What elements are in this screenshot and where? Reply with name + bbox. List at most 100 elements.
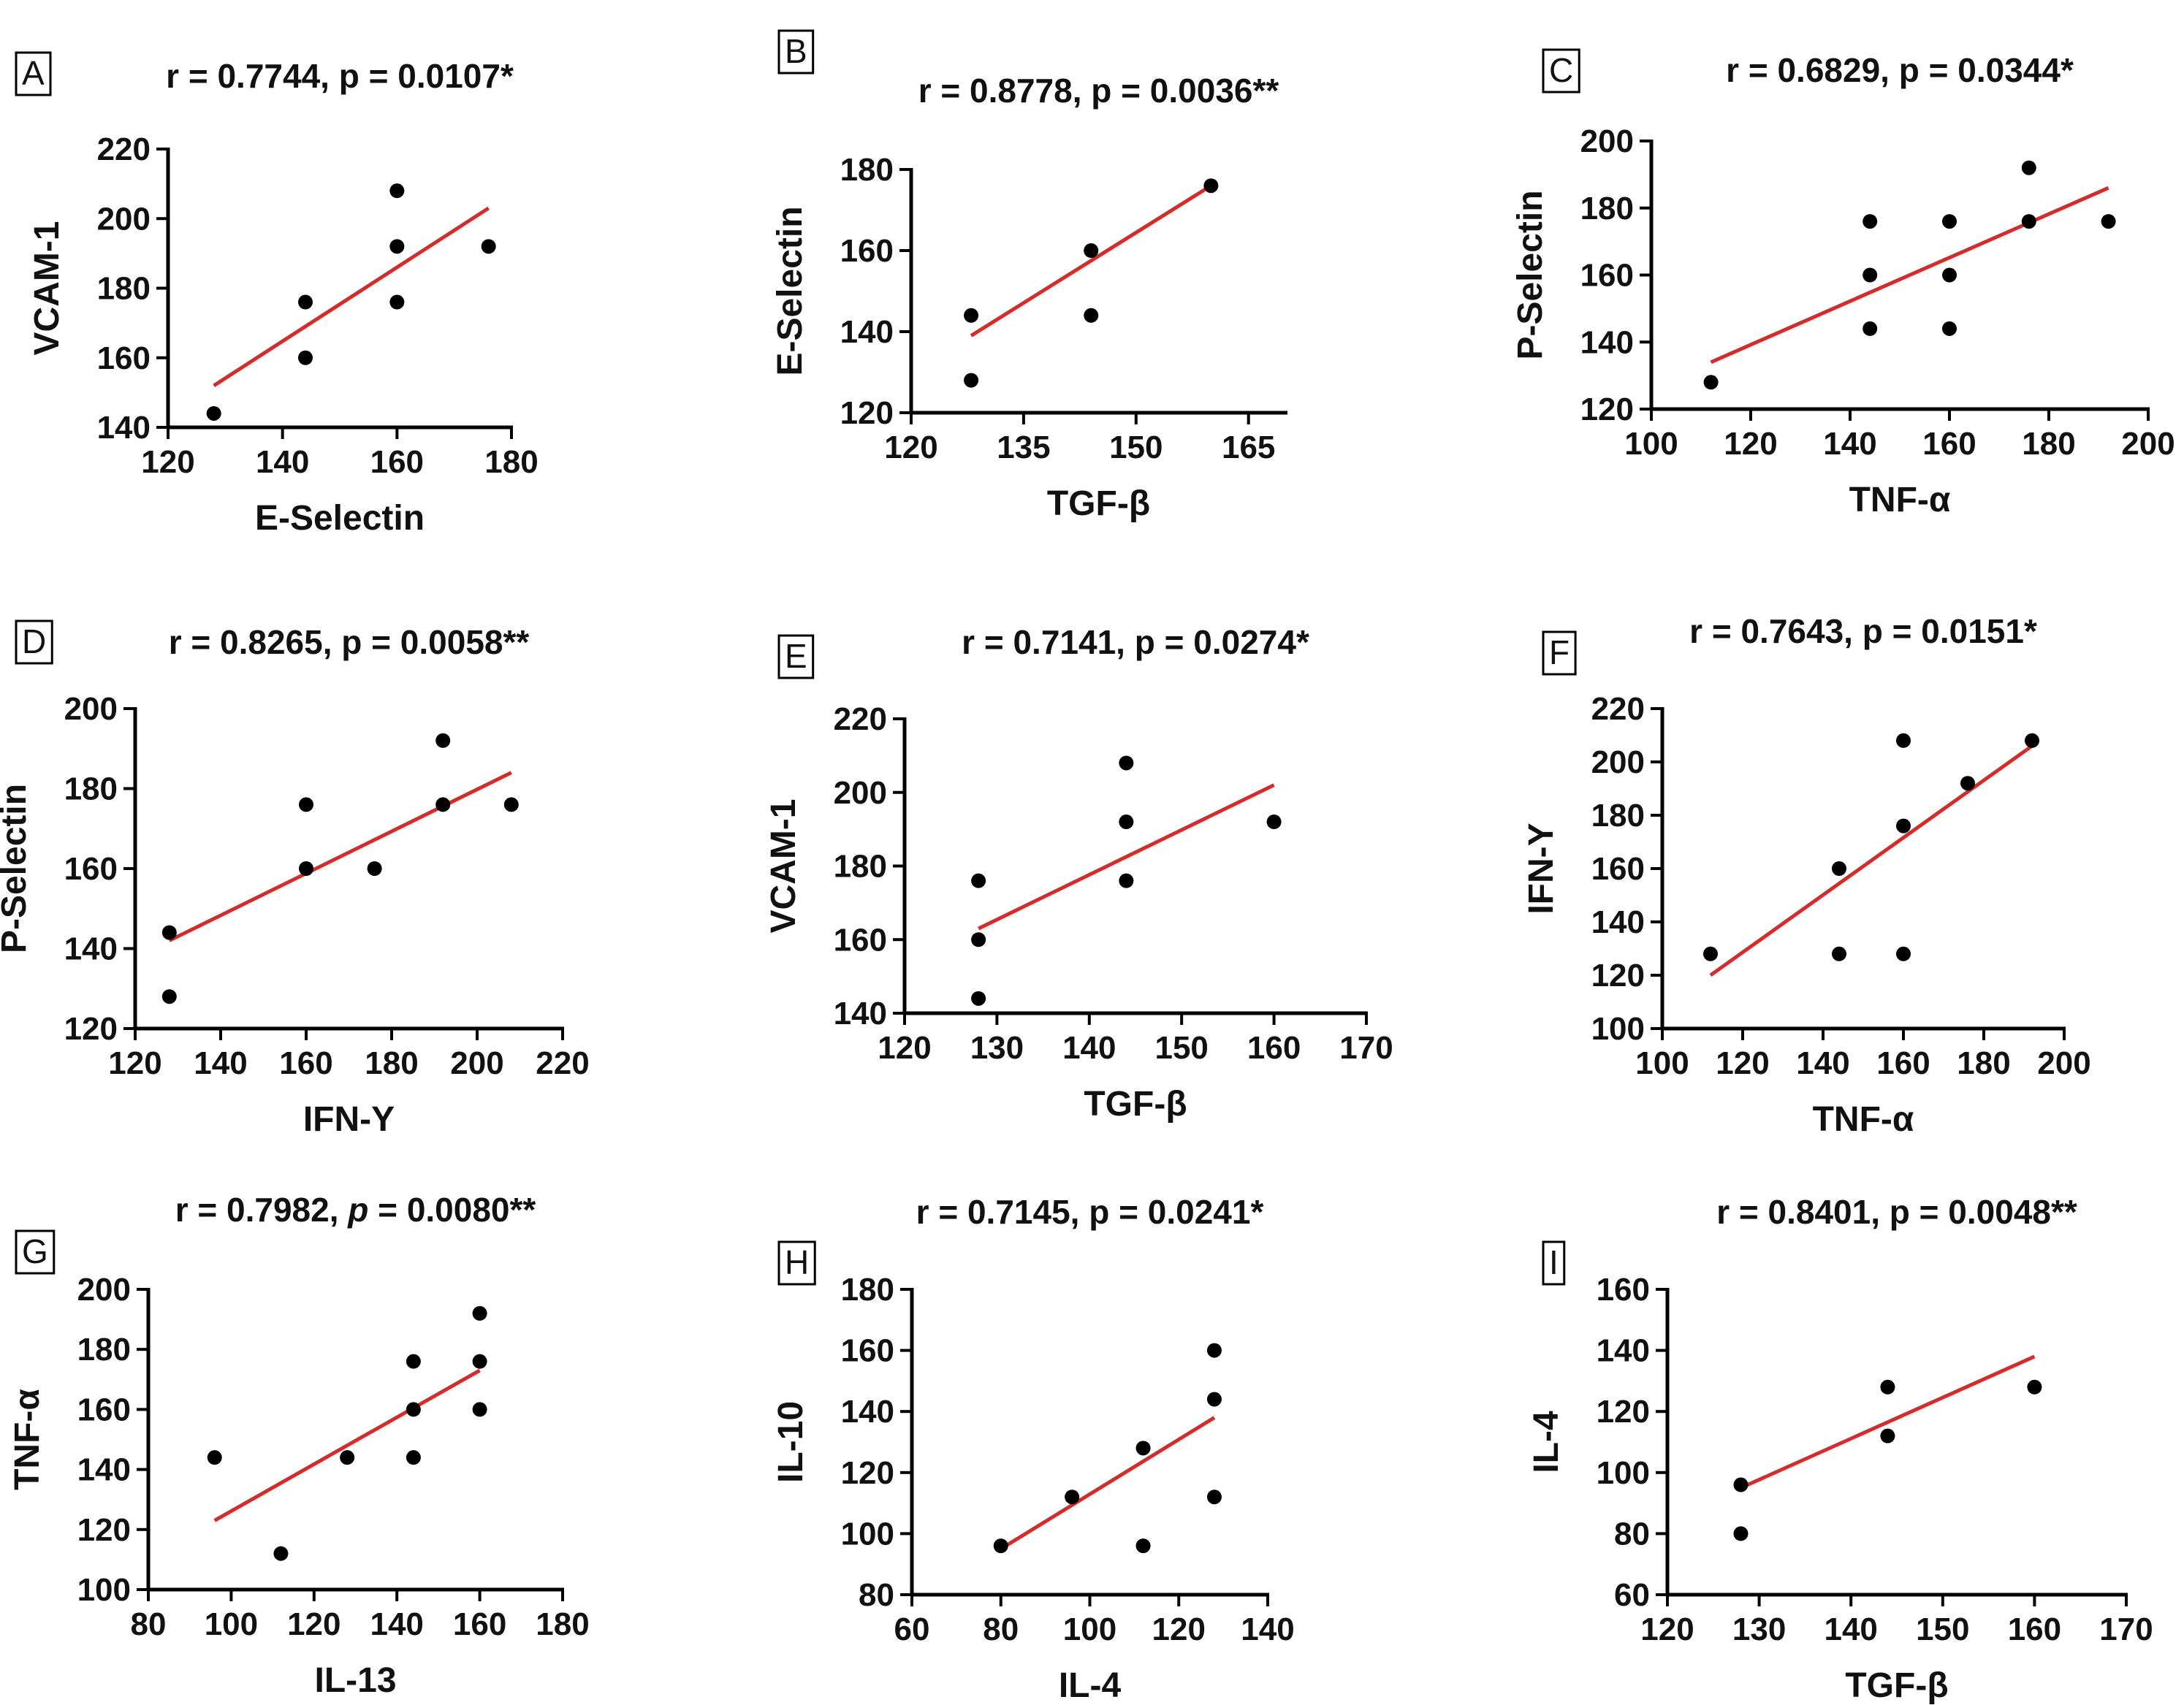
y-tick-label: 160 (1597, 1272, 1650, 1308)
y-tick-label: 200 (77, 1272, 131, 1308)
y-axis-label: VCAM-1 (28, 221, 66, 355)
data-point (1206, 1343, 1222, 1358)
panel-letter-box (1542, 1240, 1566, 1286)
y-tick-label: 160 (77, 1392, 131, 1427)
regression-line (168, 771, 512, 942)
data-point (1733, 1477, 1749, 1492)
x-tick-label: 120 (287, 1606, 340, 1642)
x-tick-label: 200 (2037, 1045, 2090, 1081)
data-point (367, 861, 382, 876)
data-point (1960, 776, 1975, 791)
x-tick-label: 140 (256, 444, 309, 480)
y-tick-label: 140 (1597, 1333, 1650, 1369)
panel-b: Br = 0.8778, p = 0.0036** 120 135 150 165 120… (771, 29, 1287, 523)
data-point (993, 1538, 1008, 1554)
data-point (1084, 308, 1099, 323)
panel-f: Fr = 0.7643, p = 0.0151* 100 120 140 160 180 2… (1522, 612, 2091, 1139)
x-tick-label: 130 (970, 1030, 1024, 1066)
y-tick-label: 180 (97, 271, 151, 307)
x-tick-label: 160 (453, 1606, 506, 1642)
x-tick-label: 60 (894, 1611, 930, 1647)
panel-letter: D (22, 622, 46, 660)
y-tick-label: 100 (77, 1572, 131, 1608)
y-tick-label: 140 (77, 1452, 131, 1488)
x-tick-label: 160 (1922, 426, 1976, 462)
x-tick-label: 150 (1916, 1611, 1969, 1647)
x-tick-label: 130 (1732, 1611, 1786, 1647)
y-tick-label: 140 (840, 314, 894, 350)
data-point (2021, 160, 2036, 175)
x-axis-label: TGF-β (1047, 484, 1150, 523)
data-point (503, 797, 519, 812)
data-point (1703, 946, 1718, 961)
data-point (1942, 321, 1957, 336)
x-axis-label: IL-13 (314, 1661, 396, 1700)
x-tick-label: 80 (983, 1611, 1019, 1647)
y-tick-label: 220 (1591, 691, 1645, 727)
y-tick-label: 80 (859, 1577, 894, 1613)
y-tick-label: 160 (97, 340, 151, 376)
panel-letter: B (785, 32, 807, 70)
y-tick-label: 140 (841, 1394, 894, 1430)
data-point (1119, 755, 1134, 771)
stat-title: r = 0.7141, p = 0.0274* (962, 623, 1309, 661)
x-tick-label: 100 (205, 1606, 258, 1642)
data-point (1880, 1428, 1895, 1443)
data-point (299, 861, 313, 876)
x-tick-label: 120 (141, 444, 194, 480)
y-tick-label: 160 (841, 1333, 894, 1369)
stat-title: r = 0.6829, p = 0.0344* (1726, 51, 2074, 89)
stat-title: r = 0.8401, p = 0.0048** (1716, 1193, 2077, 1231)
data-point (1135, 1538, 1151, 1554)
data-point (389, 294, 405, 310)
y-tick-label: 120 (841, 1455, 894, 1491)
y-axis-label: VCAM-1 (764, 798, 803, 933)
y-tick-label: 180 (1591, 798, 1645, 834)
panel-letter-box (777, 1240, 816, 1286)
y-axis-label: IL-10 (772, 1401, 810, 1483)
x-tick-label: 160 (1876, 1045, 1930, 1081)
y-tick-label: 180 (841, 1272, 894, 1308)
x-tick-label: 165 (1222, 430, 1275, 465)
x-axis-label: IFN-Y (303, 1100, 395, 1139)
y-tick-label: 120 (840, 395, 894, 431)
y-tick-label: 100 (1591, 1011, 1645, 1047)
data-point (299, 797, 313, 812)
x-tick-label: 180 (365, 1045, 418, 1081)
y-tick-label: 220 (97, 131, 151, 167)
regression-line (213, 1368, 481, 1522)
data-point (298, 294, 313, 310)
x-tick-label: 170 (1339, 1030, 1393, 1066)
data-point (1206, 1490, 1222, 1505)
data-point (1703, 375, 1719, 390)
y-tick-label: 140 (1591, 904, 1645, 940)
data-point (472, 1305, 487, 1321)
data-point (964, 308, 979, 323)
y-tick-label: 120 (1580, 392, 1634, 427)
x-axis-label: TGF-β (1845, 1666, 1948, 1705)
stat-title-part: r = 0.7982, (175, 1191, 349, 1229)
y-axis-label: E-Selectin (771, 206, 810, 375)
y-axis-label: P-Selectin (1511, 190, 1550, 359)
regression-line (1709, 744, 2033, 977)
panel-letter-box (15, 619, 53, 665)
y-tick-label: 220 (834, 701, 887, 737)
data-point (472, 1354, 487, 1369)
y-tick-label: 140 (834, 996, 887, 1031)
data-point (1206, 1392, 1222, 1407)
data-point (435, 797, 451, 812)
y-tick-label: 180 (840, 152, 894, 188)
data-point (971, 932, 986, 947)
x-axis-label: IL-4 (1059, 1666, 1122, 1705)
data-point (1880, 1379, 1895, 1395)
x-tick-label: 220 (536, 1045, 589, 1081)
data-point (1119, 873, 1134, 888)
y-tick-label: 120 (64, 1011, 118, 1047)
x-tick-label: 140 (1823, 426, 1876, 462)
y-tick-label: 140 (97, 410, 151, 446)
x-tick-label: 150 (1109, 430, 1163, 465)
panel-letter-box (777, 29, 815, 75)
x-tick-label: 180 (1957, 1045, 2010, 1081)
x-tick-label: 160 (370, 444, 424, 480)
